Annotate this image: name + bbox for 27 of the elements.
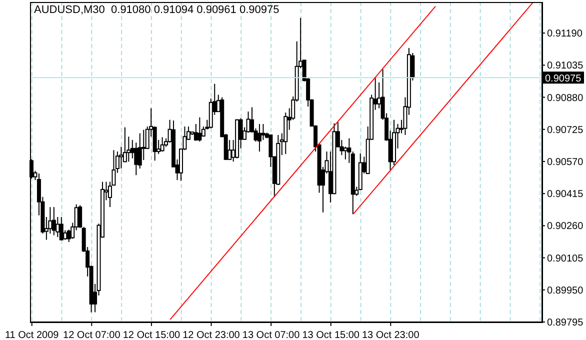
y-tick-label: 0.89950 bbox=[547, 285, 584, 296]
y-tick-label: 0.90415 bbox=[547, 189, 584, 200]
ref-line-label: 0.90975 bbox=[545, 74, 582, 85]
candlestick bbox=[134, 142, 138, 176]
y-tick-label: 0.90260 bbox=[547, 221, 584, 232]
candlestick bbox=[257, 123, 262, 152]
x-tick-label: 13 Oct 23:00 bbox=[362, 330, 420, 340]
x-tick-label: 11 Oct 2009 bbox=[4, 330, 60, 340]
y-tick-label: 0.90105 bbox=[547, 253, 584, 264]
x-tick-label: 13 Oct 07:00 bbox=[242, 330, 300, 340]
y-tick-label: 0.90725 bbox=[547, 124, 584, 136]
x-tick-label: 12 Oct 23:00 bbox=[182, 330, 240, 340]
y-tick-label: 0.91190 bbox=[547, 28, 583, 40]
chart-title: AUDUSD,M30 0.91080 0.91094 0.90961 0.90975 bbox=[34, 4, 280, 16]
y-tick-label: 0.90570 bbox=[547, 157, 584, 168]
candlestick bbox=[261, 123, 266, 140]
y-tick-label: 0.91035 bbox=[547, 60, 584, 72]
candlestick bbox=[160, 136, 164, 152]
x-tick-label: 12 Oct 15:00 bbox=[122, 330, 181, 340]
candlestick bbox=[119, 146, 124, 170]
candlestick bbox=[52, 206, 56, 236]
candlestick bbox=[59, 216, 64, 241]
y-tick-label: 0.89795 bbox=[547, 318, 584, 329]
candlestick bbox=[198, 116, 202, 142]
x-tick-label: 12 Oct 07:00 bbox=[63, 330, 121, 340]
y-tick-label: 0.90880 bbox=[547, 92, 584, 104]
x-tick-label: 13 Oct 15:00 bbox=[302, 330, 360, 340]
